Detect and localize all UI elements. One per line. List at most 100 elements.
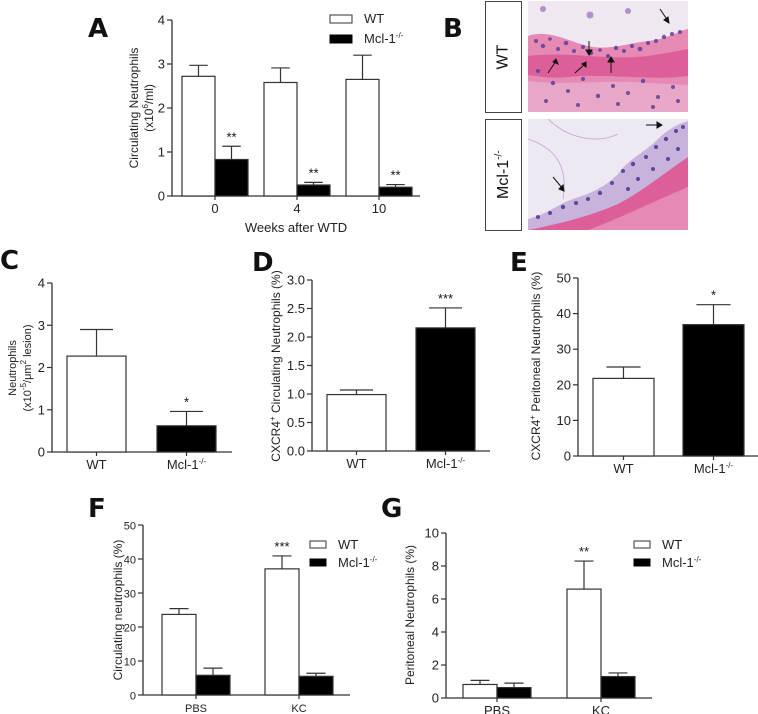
y-tick-label: 4 bbox=[158, 13, 165, 28]
bar bbox=[462, 683, 498, 699]
y-tick-label: 0.5 bbox=[287, 415, 305, 430]
x-tick-label: KC bbox=[592, 703, 610, 714]
legend-label-mcl: Mcl-1-/- bbox=[338, 555, 378, 570]
bar bbox=[66, 355, 127, 453]
y-tick-label: 3.0 bbox=[287, 273, 305, 288]
y-tick-label: 0 bbox=[130, 691, 136, 703]
legend-swatch-mcl bbox=[329, 34, 353, 44]
svg-text:(x106/ml): (x106/ml) bbox=[141, 84, 156, 132]
bar bbox=[682, 324, 745, 457]
y-tick-label: 0 bbox=[564, 449, 571, 464]
y-tick-label: 1 bbox=[158, 145, 165, 160]
y-axis-title: Circulating neutrophils (%) bbox=[111, 540, 125, 681]
bar bbox=[161, 613, 197, 696]
x-tick-label: KC bbox=[291, 703, 306, 714]
legend-label-mcl: Mcl-1-/- bbox=[364, 31, 404, 46]
arrow-icons bbox=[552, 121, 663, 192]
y-axis-title: CXCR4+ Peritoneal Neutrophils (%) bbox=[528, 272, 543, 461]
y-tick-label: 50 bbox=[124, 521, 136, 533]
svg-text:Neutrophils: Neutrophils bbox=[7, 340, 19, 396]
x-tick-label: PBS bbox=[185, 703, 207, 714]
y-tick-label: 40 bbox=[557, 306, 571, 321]
x-tick-label: 0 bbox=[211, 201, 218, 216]
legend-swatch-wt bbox=[309, 540, 327, 549]
significance-marker: *** bbox=[438, 291, 453, 306]
x-tick-label: PBS bbox=[484, 703, 510, 714]
y-tick-label: 0 bbox=[158, 189, 165, 204]
y-tick-label: 4 bbox=[38, 276, 45, 291]
bar bbox=[264, 568, 300, 696]
chart-e: 0 10 20 30 40 50 WT Mcl-1-/- * CXCR4+ Peritoneal … bbox=[528, 271, 758, 476]
y-tick-label: 3 bbox=[38, 318, 45, 333]
histology-row-label-wt: WT bbox=[485, 1, 522, 113]
svg-text:(x10-5/μm2 lesion): (x10-5/μm2 lesion) bbox=[19, 324, 34, 411]
y-tick-label: 4 bbox=[432, 625, 439, 640]
y-tick-label: 8 bbox=[432, 559, 439, 574]
bar bbox=[378, 186, 413, 197]
bar bbox=[345, 78, 380, 197]
y-axis-title: Circulating Neutrophils (x106/ml) bbox=[127, 48, 156, 169]
bar bbox=[156, 425, 217, 453]
significance-marker: * bbox=[184, 394, 189, 409]
chart-f: 0 10 20 30 40 50 PBS *** KC Circulating neutrophi… bbox=[111, 521, 378, 714]
bar bbox=[326, 393, 387, 452]
y-tick-label: 30 bbox=[557, 342, 571, 357]
x-tick-label: WT bbox=[613, 461, 633, 476]
y-tick-label: 40 bbox=[124, 555, 136, 567]
y-tick-label: 2 bbox=[158, 101, 165, 116]
panel-letter-d: D bbox=[252, 248, 274, 278]
svg-text:Peritoneal Neutrophils (%): Peritoneal Neutrophils (%) bbox=[403, 545, 417, 685]
bar bbox=[298, 675, 334, 696]
histology-row-label-mcl: Mcl-1-/- bbox=[485, 119, 522, 231]
x-tick-label: WT bbox=[346, 456, 366, 471]
bar bbox=[195, 674, 231, 696]
arrow-icons bbox=[547, 8, 670, 74]
y-tick-label: 0.0 bbox=[287, 444, 305, 459]
y-axis-title: CXCR4+ Circulating Neutrophils (%) bbox=[268, 270, 283, 461]
y-axis-title: Neutrophils(x10-5/μm2 lesion) bbox=[7, 324, 34, 411]
chart-c: 0 1 2 3 4 WT Mcl-1-/- * Neutrophils(x10-5/μm2 le… bbox=[7, 276, 232, 472]
x-tick-label: Mcl-1-/- bbox=[167, 457, 207, 472]
y-tick-label: 1.0 bbox=[287, 387, 305, 402]
legend: WT Mcl-1-/- bbox=[309, 537, 378, 570]
y-tick-label: 6 bbox=[432, 592, 439, 607]
legend-swatch-wt bbox=[633, 540, 651, 549]
x-tick-label: Mcl-1-/- bbox=[694, 461, 734, 476]
y-tick-label: 20 bbox=[124, 623, 136, 635]
significance-marker: ** bbox=[390, 168, 400, 183]
bar bbox=[496, 687, 532, 699]
svg-text:Circulating neutrophils (%): Circulating neutrophils (%) bbox=[111, 540, 125, 681]
y-tick-label: 0 bbox=[38, 445, 45, 460]
histology-image-wt bbox=[528, 1, 688, 112]
y-tick-label: 20 bbox=[557, 377, 571, 392]
x-tick-label: 4 bbox=[293, 201, 300, 216]
svg-text:Circulating Neutrophils: Circulating Neutrophils bbox=[127, 48, 141, 169]
bar bbox=[296, 184, 331, 197]
legend-label-mcl: Mcl-1-/- bbox=[662, 555, 702, 570]
legend-label-wt: WT bbox=[338, 537, 358, 552]
y-tick-label: 1.5 bbox=[287, 358, 305, 373]
y-tick-label: 2.5 bbox=[287, 301, 305, 316]
x-tick-label: WT bbox=[86, 457, 106, 472]
significance-marker: * bbox=[711, 288, 716, 303]
chart-g: 0 2 4 6 8 10 PBS ** KC Peritoneal Neutrophils (%)… bbox=[403, 526, 702, 714]
x-tick-label: 10 bbox=[372, 201, 386, 216]
chart-d: 0.0 0.5 1.0 1.5 2.0 2.5 3.0 WT Mcl-1-/- *** CXCR4+… bbox=[268, 270, 490, 471]
legend-label-wt: WT bbox=[364, 11, 384, 26]
x-tick-label: Mcl-1-/- bbox=[426, 456, 466, 471]
legend-swatch-mcl bbox=[633, 558, 651, 567]
legend-label-wt: WT bbox=[662, 537, 682, 552]
legend-swatch-mcl bbox=[309, 558, 327, 567]
bar bbox=[415, 327, 476, 452]
y-tick-label: 1 bbox=[38, 402, 45, 417]
panel-letter-e: E bbox=[510, 248, 528, 278]
svg-text:CXCR4+ Circulating Neutrophils: CXCR4+ Circulating Neutrophils (%) bbox=[268, 270, 283, 461]
y-tick-label: 30 bbox=[124, 589, 136, 601]
legend: WT Mcl-1-/- bbox=[633, 537, 702, 570]
y-tick-label: 0 bbox=[432, 691, 439, 706]
bar bbox=[214, 158, 249, 197]
histology-mcl-svg bbox=[528, 119, 688, 230]
svg-text:CXCR4+ Peritoneal Neutrophils: CXCR4+ Peritoneal Neutrophils (%) bbox=[528, 272, 543, 461]
y-tick-label: 2 bbox=[432, 658, 439, 673]
